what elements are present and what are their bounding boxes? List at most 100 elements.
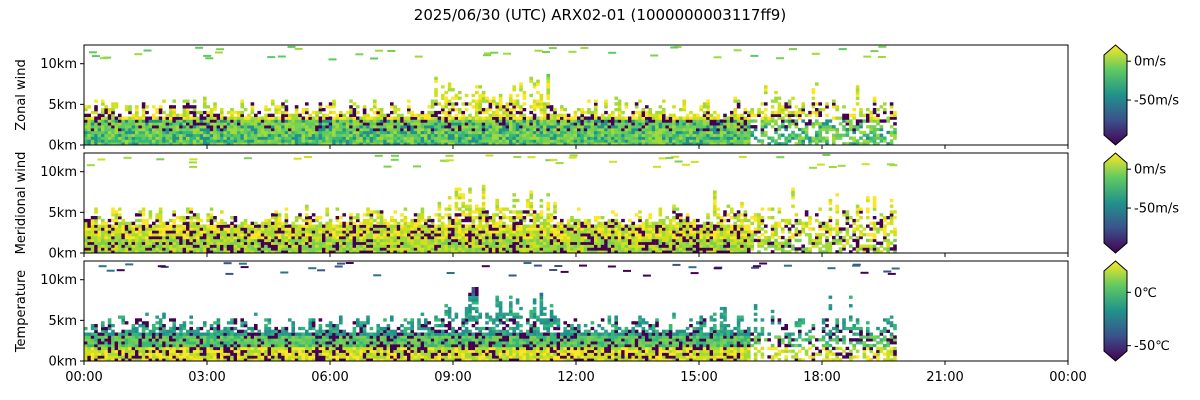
data-cell — [138, 230, 142, 234]
data-cell — [434, 250, 438, 254]
data-cell — [400, 241, 404, 245]
data-cell — [274, 136, 278, 140]
data-cell — [417, 241, 421, 245]
data-cell — [583, 224, 588, 228]
data-cell — [332, 139, 336, 143]
data-cell — [379, 247, 384, 251]
data-cell — [488, 216, 493, 220]
data-cell — [566, 233, 571, 237]
data-cell — [383, 119, 387, 123]
data-cell — [335, 119, 340, 123]
data-cell — [101, 110, 105, 115]
data-cell — [566, 113, 571, 117]
data-cell — [407, 247, 411, 251]
data-cell — [546, 133, 550, 137]
data-cell — [294, 133, 299, 137]
data-cell — [495, 133, 499, 137]
data-cell — [427, 139, 431, 143]
data-cell — [393, 116, 397, 120]
data-cell — [237, 224, 241, 228]
data-cell — [665, 136, 669, 140]
data-cell — [869, 125, 873, 129]
data-cell — [396, 127, 401, 132]
data-cell — [536, 133, 540, 137]
data-cell — [301, 108, 306, 112]
data-cell — [308, 221, 312, 225]
data-cell — [192, 235, 197, 240]
data-cell — [135, 136, 139, 140]
data-cell — [638, 139, 642, 143]
data-cell — [349, 108, 353, 112]
data-cell — [254, 116, 258, 120]
data-cell — [417, 216, 421, 220]
data-cell — [757, 113, 761, 117]
data-cell — [740, 142, 744, 146]
data-cell — [441, 136, 445, 140]
data-cell — [322, 139, 326, 143]
data-cell — [281, 250, 285, 254]
data-cell — [158, 216, 163, 220]
data-cell — [121, 235, 125, 240]
data-cell — [128, 227, 132, 231]
data-cell — [631, 122, 635, 126]
data-cell — [536, 136, 540, 140]
data-cell — [84, 113, 88, 117]
data-cell — [199, 130, 204, 135]
data-cell — [441, 93, 445, 98]
data-cell — [777, 136, 782, 140]
data-cell — [651, 125, 656, 129]
data-cell — [553, 233, 557, 237]
data-cell — [373, 133, 377, 137]
data-cell — [852, 136, 856, 140]
data-cell — [305, 213, 309, 217]
data-cell — [250, 250, 255, 254]
data-cell — [362, 235, 367, 240]
data-cell — [128, 224, 132, 228]
data-cell — [87, 238, 91, 243]
data-cell — [322, 241, 326, 245]
data-cell — [376, 127, 380, 132]
data-cell — [264, 105, 268, 109]
data-cell — [356, 125, 360, 129]
data-cell — [97, 233, 102, 237]
data-cell — [284, 133, 289, 137]
data-cell — [532, 122, 537, 126]
data-cell — [512, 221, 516, 225]
data-cell — [237, 241, 241, 245]
data-cell — [267, 238, 272, 243]
data-cell — [104, 125, 108, 129]
data-cell — [386, 136, 391, 140]
data-cell — [509, 108, 513, 112]
data-cell — [444, 136, 448, 140]
data-cell — [243, 139, 248, 143]
data-cell — [322, 113, 326, 117]
data-cell — [702, 130, 707, 135]
data-cell — [220, 116, 224, 120]
data-cell — [454, 196, 459, 200]
data-cell — [189, 119, 193, 123]
data-cell — [264, 122, 268, 126]
data-cell — [128, 142, 132, 146]
data-cell — [410, 142, 414, 146]
data-cell — [468, 119, 472, 123]
data-cell — [764, 85, 768, 89]
data-cell — [373, 230, 377, 234]
data-cell — [458, 227, 462, 231]
data-cell — [390, 105, 394, 109]
data-cell — [288, 119, 292, 123]
data-cell — [509, 244, 513, 248]
data-cell — [84, 122, 88, 126]
data-cell — [277, 227, 282, 231]
data-cell — [492, 139, 496, 143]
data-cell — [362, 230, 367, 234]
data-cell — [645, 122, 649, 126]
data-cell — [471, 241, 476, 245]
data-cell — [376, 235, 380, 240]
data-cell — [478, 221, 482, 225]
data-cell — [257, 136, 261, 140]
data-cell — [495, 238, 499, 243]
data-cell — [407, 142, 411, 146]
data-cell — [226, 142, 231, 146]
data-cell — [373, 99, 377, 103]
data-cell — [182, 247, 187, 251]
